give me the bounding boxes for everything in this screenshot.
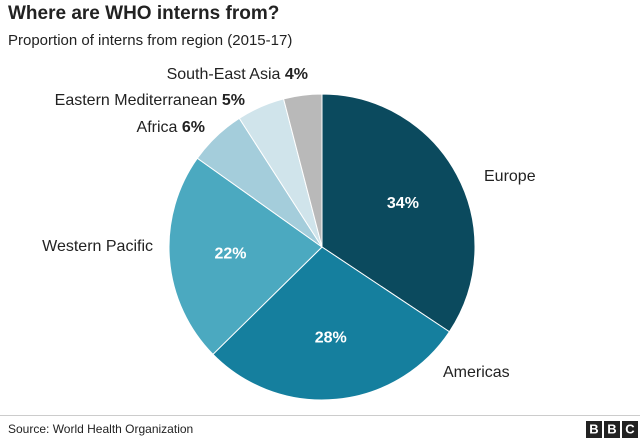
- source: Source: World Health Organization: [8, 422, 193, 436]
- value-label: 5%: [222, 92, 245, 109]
- value-label: 28%: [315, 330, 347, 347]
- value-label: 34%: [387, 195, 419, 212]
- pie-slice: [168, 157, 323, 356]
- slice-label: Western Pacific: [42, 238, 153, 255]
- category-label: Africa: [137, 119, 178, 136]
- slice-label: Europe: [484, 168, 536, 185]
- slice-label: Americas: [443, 364, 510, 381]
- value-label: 22%: [214, 245, 246, 262]
- logo-box: [586, 421, 602, 438]
- logo-letter: C: [625, 421, 635, 436]
- slice-label: South-East Asia 4%: [167, 66, 308, 83]
- category-label: Americas: [443, 364, 510, 381]
- chart-title: Where are WHO interns from?: [8, 3, 279, 24]
- category-label: Europe: [484, 168, 536, 185]
- logo-letter: B: [589, 421, 598, 436]
- category-label: South-East Asia: [167, 66, 281, 83]
- pie-slice: [212, 246, 451, 401]
- pie-slice: [282, 93, 323, 248]
- slice-label: Eastern Mediterranean 5%: [55, 92, 245, 109]
- category-label: Western Pacific: [42, 238, 153, 255]
- slice-label: Africa 6%: [137, 119, 205, 136]
- logo-box: [604, 421, 620, 438]
- value-label: 6%: [182, 119, 205, 136]
- chart-subtitle: Proportion of interns from region (2015-…: [8, 32, 292, 49]
- logo-box: [622, 421, 638, 438]
- value-label: 4%: [285, 66, 308, 83]
- category-label: Eastern Mediterranean: [55, 92, 218, 109]
- logo-letter: B: [607, 421, 616, 436]
